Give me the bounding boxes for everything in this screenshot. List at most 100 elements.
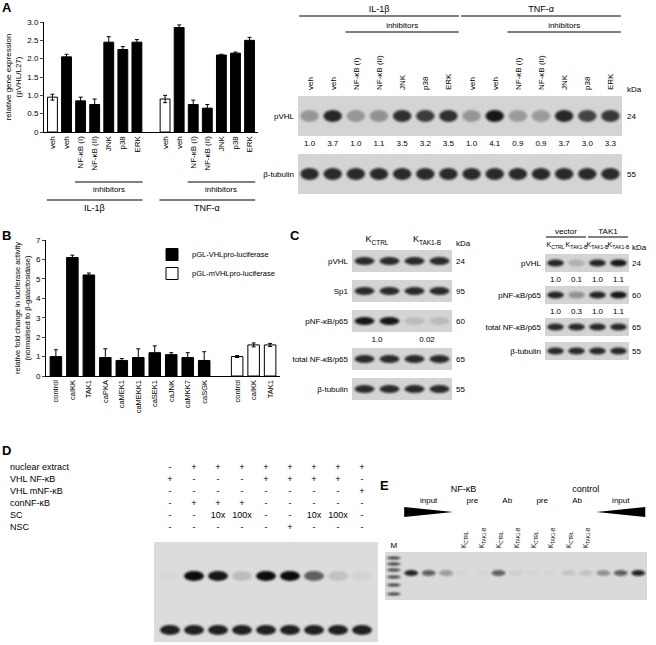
svg-text:NF-κB (II): NF-κB (II)	[375, 55, 384, 90]
svg-text:KTAK1-B: KTAK1-B	[566, 241, 589, 250]
svg-text:100x: 100x	[328, 510, 348, 520]
svg-text:KCTRL: KCTRL	[460, 531, 469, 548]
svg-text:veh: veh	[161, 136, 170, 149]
svg-text:2: 2	[36, 333, 41, 342]
svg-text:pre: pre	[467, 496, 479, 505]
svg-text:+: +	[191, 462, 196, 472]
svg-text:+: +	[215, 498, 220, 508]
svg-text:-: -	[217, 522, 220, 532]
svg-text:10x: 10x	[307, 510, 322, 520]
svg-text:KCTRL: KCTRL	[530, 531, 539, 548]
svg-text:pVHL: pVHL	[328, 257, 349, 266]
svg-text:-: -	[265, 510, 268, 520]
svg-text:65: 65	[456, 355, 465, 364]
svg-text:KTAK1-B: KTAK1-B	[413, 234, 441, 246]
svg-text:6: 6	[36, 255, 41, 264]
svg-text:-: -	[361, 522, 364, 532]
svg-text:KCTRL: KCTRL	[366, 234, 389, 246]
svg-text:KTAK1-B: KTAK1-B	[582, 528, 591, 548]
svg-text:IL-1β: IL-1β	[369, 4, 390, 14]
svg-text:D: D	[2, 443, 11, 458]
svg-text:caSEK1: caSEK1	[150, 380, 159, 407]
svg-text:+: +	[167, 474, 172, 484]
svg-text:pVHL: pVHL	[274, 112, 295, 121]
svg-text:veh: veh	[175, 136, 184, 149]
svg-text:KCTRL: KCTRL	[565, 531, 574, 548]
svg-text:3.5: 3.5	[443, 139, 455, 148]
svg-text:vector: vector	[555, 227, 577, 236]
svg-text:ERK: ERK	[133, 136, 142, 153]
svg-text:-: -	[193, 522, 196, 532]
svg-text:KTAK1-B: KTAK1-B	[608, 241, 631, 250]
svg-text:3.3: 3.3	[605, 139, 617, 148]
svg-text:caJNK: caJNK	[167, 380, 176, 402]
svg-text:-: -	[169, 510, 172, 520]
svg-text:100x: 100x	[232, 510, 252, 520]
svg-text:M: M	[390, 541, 397, 550]
svg-text:+: +	[335, 474, 340, 484]
svg-text:kDa: kDa	[456, 239, 471, 248]
svg-text:veh: veh	[491, 77, 500, 90]
svg-text:control: control	[233, 380, 242, 403]
svg-text:p38: p38	[583, 76, 592, 90]
svg-text:24: 24	[627, 112, 636, 121]
svg-text:+: +	[311, 474, 316, 484]
svg-text:-: -	[361, 474, 364, 484]
svg-text:relative gene expression(pVHL/: relative gene expression(pVHL/L27)	[4, 34, 23, 121]
svg-text:7: 7	[36, 236, 41, 245]
svg-text:β-tubulin: β-tubulin	[317, 385, 348, 394]
svg-text:60: 60	[456, 317, 465, 326]
svg-text:1.1: 1.1	[613, 307, 625, 316]
svg-text:NF-κB (II): NF-κB (II)	[90, 136, 99, 171]
svg-text:1: 1	[36, 352, 41, 361]
svg-text:1.0: 1.0	[350, 139, 362, 148]
svg-text:55: 55	[456, 385, 465, 394]
svg-text:+: +	[263, 462, 268, 472]
svg-text:KTAK1-B: KTAK1-B	[587, 241, 610, 250]
svg-text:NSC: NSC	[10, 522, 30, 532]
svg-text:conNF-κB: conNF-κB	[10, 498, 50, 508]
svg-text:0: 0	[34, 128, 39, 137]
svg-text:1.1: 1.1	[613, 275, 625, 284]
svg-text:nuclear extract: nuclear extract	[10, 462, 70, 472]
svg-text:3.0: 3.0	[582, 139, 594, 148]
svg-text:-: -	[217, 486, 220, 496]
svg-text:4: 4	[36, 294, 41, 303]
svg-text:2.0: 2.0	[27, 54, 39, 63]
svg-text:pGL-mVHLpro-luciferase: pGL-mVHLpro-luciferase	[192, 269, 275, 278]
svg-text:-: -	[289, 498, 292, 508]
svg-text:p38: p38	[421, 76, 430, 90]
svg-text:+: +	[359, 462, 364, 472]
svg-text:+: +	[239, 498, 244, 508]
svg-text:-: -	[313, 498, 316, 508]
svg-text:KTAK1-B: KTAK1-B	[547, 528, 556, 548]
svg-text:IL-1β: IL-1β	[84, 203, 105, 213]
svg-text:Ab: Ab	[502, 496, 512, 505]
svg-text:TAK1: TAK1	[266, 380, 275, 398]
svg-text:-: -	[169, 498, 172, 508]
svg-text:95: 95	[456, 287, 465, 296]
svg-text:1.0: 1.0	[550, 307, 562, 316]
svg-text:TAK1: TAK1	[84, 380, 93, 398]
svg-text:control: control	[51, 380, 60, 403]
svg-text:-: -	[217, 474, 220, 484]
svg-text:KTAK1-B: KTAK1-B	[513, 528, 522, 548]
svg-text:pVHL: pVHL	[521, 259, 542, 268]
svg-text:input: input	[612, 496, 630, 505]
svg-text:inhibitors: inhibitors	[93, 185, 125, 194]
svg-text:inhibitors: inhibitors	[386, 21, 418, 30]
svg-text:VHL NF-κB: VHL NF-κB	[10, 474, 55, 484]
svg-text:veh: veh	[329, 77, 338, 90]
svg-text:veh: veh	[48, 136, 57, 149]
svg-text:NF-κB (I): NF-κB (I)	[514, 57, 523, 90]
svg-text:input: input	[420, 496, 438, 505]
svg-text:1.0: 1.0	[27, 91, 39, 100]
svg-text:3: 3	[36, 314, 41, 323]
svg-text:NF-κB (I): NF-κB (I)	[352, 57, 361, 90]
svg-text:caMKK7: caMKK7	[183, 380, 192, 408]
svg-text:inhibitors: inhibitors	[548, 21, 580, 30]
svg-text:TAK1: TAK1	[598, 227, 618, 236]
svg-text:1.0: 1.0	[592, 275, 604, 284]
svg-text:-: -	[193, 474, 196, 484]
svg-text:caIKK: caIKK	[249, 380, 258, 400]
